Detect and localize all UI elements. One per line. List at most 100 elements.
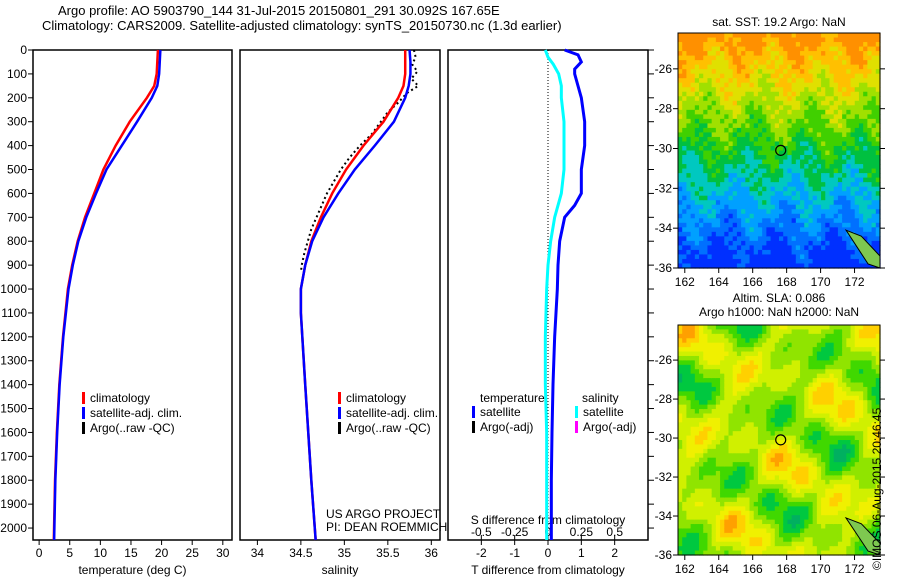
sst-map-cell: [779, 33, 784, 39]
sst-map-cell: [715, 200, 721, 206]
sla-map-cell: [720, 347, 725, 353]
sst-map-title: sat. SST: 19.2 Argo: NaN: [712, 15, 845, 29]
sst-map-cell: [732, 145, 738, 152]
sla-map-cell: [766, 400, 772, 406]
sst-map-cell: [821, 109, 826, 115]
sst-map-cell: [808, 263, 814, 269]
sla-map-cell: [833, 409, 839, 415]
sst-map-cell: [787, 150, 793, 156]
sla-map-cell: [745, 360, 751, 366]
sla-map-cell: [800, 342, 805, 348]
sst-map-cell: [808, 164, 814, 170]
sst-map-cell: [846, 123, 852, 129]
sla-map-cell: [804, 475, 810, 481]
sla-map-cell: [808, 519, 814, 525]
sst-map-cell: [829, 168, 835, 174]
sla-map-cell: [863, 426, 868, 432]
sst-map-cell: [762, 227, 767, 233]
sla-map-cell: [795, 342, 801, 348]
sst-map-cell: [779, 82, 784, 88]
sla-map-cell: [766, 333, 772, 339]
sst-map-cell: [846, 186, 852, 192]
sst-map-cell: [854, 150, 860, 156]
sla-map-cell: [711, 386, 717, 392]
sst-map-cell: [720, 204, 725, 210]
sla-map-cell: [842, 493, 847, 499]
sla-map-cell: [787, 404, 793, 410]
sst-map-cell: [863, 69, 868, 75]
sla-map-cell: [837, 426, 843, 432]
sst-map-cell: [699, 164, 704, 170]
sst-map-cell: [707, 132, 713, 138]
sla-map-cell: [783, 493, 789, 499]
sla-map-cell: [858, 470, 864, 476]
sst-map-cell: [829, 222, 835, 228]
sst-map-cell: [762, 87, 767, 93]
sst-map-cell: [741, 96, 746, 102]
sst-map-cell: [703, 159, 709, 165]
sst-map-cell: [816, 82, 822, 88]
sst-map-cell: [821, 155, 826, 161]
sla-map-cell: [770, 355, 776, 361]
sla-map-cell: [753, 391, 759, 397]
sst-map-cell: [774, 55, 780, 61]
sst-map-cell: [741, 218, 746, 224]
sla-map-cell: [829, 360, 835, 366]
sla-map-cell: [736, 466, 742, 472]
sla-map-cell: [720, 444, 725, 450]
sst-map-cell: [694, 55, 700, 61]
sla-map-cell: [837, 448, 843, 454]
sla-map-cell: [774, 488, 780, 494]
sla-map-cell: [850, 475, 856, 481]
sla-map-cell: [804, 546, 810, 552]
sst-map-cell: [875, 191, 881, 197]
sst-map-cell: [715, 33, 721, 39]
sst-map-cell: [720, 231, 725, 237]
sst-map-cell: [694, 33, 700, 39]
sst-map-cell: [842, 209, 847, 215]
sst-map-cell: [829, 186, 835, 192]
sla-map-cell: [757, 501, 763, 507]
sst-map-cell: [699, 51, 704, 57]
sla-map-cell: [858, 404, 864, 410]
sla-map-cell: [863, 373, 868, 379]
sst-map-cell: [812, 191, 818, 197]
sst-map-cell: [757, 132, 763, 138]
sst-map-cell: [846, 191, 852, 197]
sst-map-cell: [791, 127, 797, 134]
sst-map-cell: [707, 177, 713, 183]
sst-map-cell: [753, 249, 759, 256]
sla-map-cell: [766, 457, 772, 463]
sla-map-cell: [779, 537, 784, 543]
sla-map-cell: [787, 382, 793, 388]
sst-map-cell: [846, 51, 852, 57]
sst-map-cell: [749, 96, 755, 102]
sst-map-cell: [837, 227, 843, 233]
sst-map-cell: [703, 127, 709, 134]
temperature-panel-frame: [32, 49, 233, 541]
sst-map-cell: [850, 127, 856, 134]
sst-map-cell: [833, 254, 839, 260]
sla-map-cell: [816, 515, 822, 521]
sst-map-cell: [720, 51, 725, 57]
sst-map-cell: [720, 105, 725, 111]
sst-map-cell: [774, 186, 780, 192]
sla-map-cell: [724, 484, 730, 490]
sst-map-cell: [787, 64, 793, 70]
sst-map-cell: [850, 150, 856, 156]
sla-map-cell: [837, 479, 843, 485]
sla-map-cell: [833, 470, 839, 476]
sst-map-cell: [808, 109, 814, 115]
sst-map-cell: [678, 64, 683, 70]
sla-map-cell: [846, 364, 852, 370]
sst-map-cell: [842, 200, 847, 206]
sla-map-cell: [816, 470, 822, 476]
sla-map-cell: [757, 457, 763, 463]
sla-map-cell: [812, 404, 818, 410]
sst-map-cell: [757, 100, 763, 106]
sst-map-cell: [766, 109, 772, 115]
sst-map-cell: [753, 195, 759, 201]
salinity-climatology-line: [299, 50, 407, 541]
sst-map-cell: [694, 222, 700, 228]
sst-map-cell: [875, 231, 881, 237]
